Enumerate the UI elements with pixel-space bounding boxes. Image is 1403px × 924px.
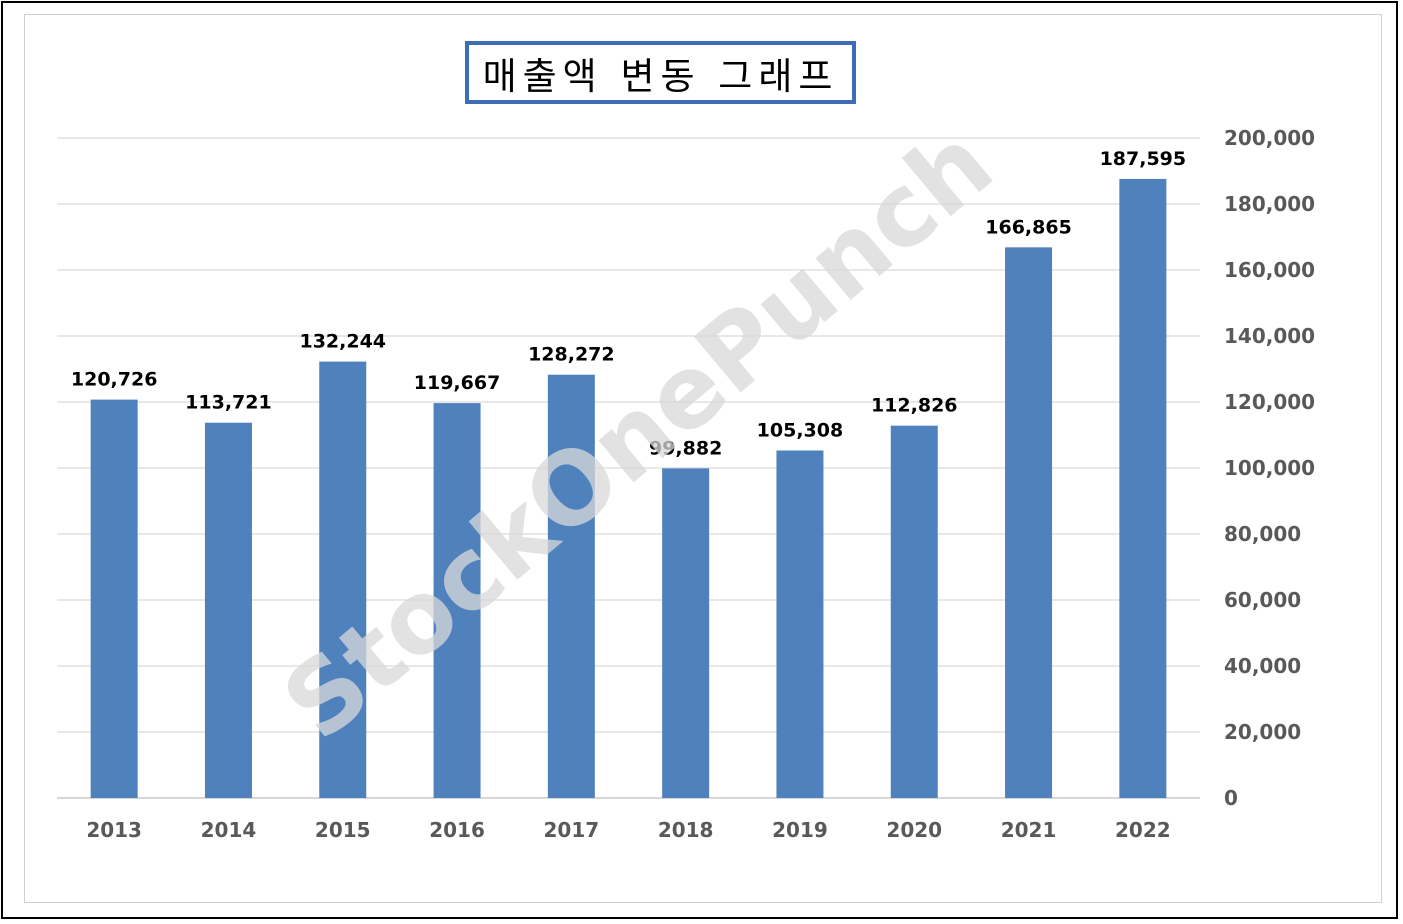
bar-2015: [319, 361, 367, 798]
y-tick-label: 40,000: [1224, 654, 1301, 678]
data-label: 128,272: [528, 344, 615, 366]
y-tick-labels: 0 20,000 40,000 60,000 80,000 100,000 120,000 1…: [1224, 126, 1315, 810]
bar-2020: [890, 425, 938, 798]
x-tick-label: 2019: [772, 818, 828, 842]
bar-2021: [1005, 247, 1053, 798]
data-label: 120,726: [71, 369, 158, 391]
chart-title-box: 매출액 변동 그래프: [465, 41, 856, 104]
data-label: 105,308: [757, 419, 844, 441]
data-label: 166,865: [985, 216, 1072, 238]
y-tick-label: 60,000: [1224, 588, 1301, 612]
x-tick-label: 2016: [429, 818, 485, 842]
bar-2017: [547, 374, 595, 798]
y-tick-label: 20,000: [1224, 720, 1301, 744]
y-tick-label: 80,000: [1224, 522, 1301, 546]
y-tick-label: 0: [1224, 786, 1238, 810]
y-tick-label: 140,000: [1224, 324, 1315, 348]
y-tick-label: 200,000: [1224, 126, 1315, 150]
x-tick-label: 2013: [86, 818, 142, 842]
bar-2014: [204, 422, 252, 798]
x-tick-label: 2020: [886, 818, 942, 842]
x-tick-label: 2021: [1001, 818, 1057, 842]
bar-2022: [1119, 178, 1167, 798]
x-tick-label: 2018: [658, 818, 714, 842]
bar-2016: [433, 403, 481, 798]
x-tick-label: 2022: [1115, 818, 1171, 842]
y-tick-label: 160,000: [1224, 258, 1315, 282]
data-label: 113,721: [185, 392, 272, 414]
x-tick-label: 2014: [201, 818, 257, 842]
bar-2013: [90, 399, 138, 798]
bar-2018: [662, 468, 710, 798]
y-tick-label: 100,000: [1224, 456, 1315, 480]
data-label: 132,244: [299, 331, 386, 353]
x-tick-label: 2017: [544, 818, 600, 842]
x-tick-label: 2015: [315, 818, 371, 842]
bar-2019: [776, 450, 824, 798]
chart-title: 매출액 변동 그래프: [482, 54, 839, 98]
data-labels: 120,726 113,721 132,244 119,667 128,272 99,88…: [71, 148, 1186, 459]
data-label: 99,882: [649, 437, 722, 459]
bars: [90, 178, 1167, 798]
y-tick-label: 120,000: [1224, 390, 1315, 414]
data-label: 112,826: [871, 395, 958, 417]
x-tick-labels: 2013 2014 2015 2016 2017 2018 2019 2020 2021 2022: [86, 818, 1170, 842]
data-label: 119,667: [414, 372, 501, 394]
data-label: 187,595: [1100, 148, 1187, 170]
y-tick-label: 180,000: [1224, 192, 1315, 216]
